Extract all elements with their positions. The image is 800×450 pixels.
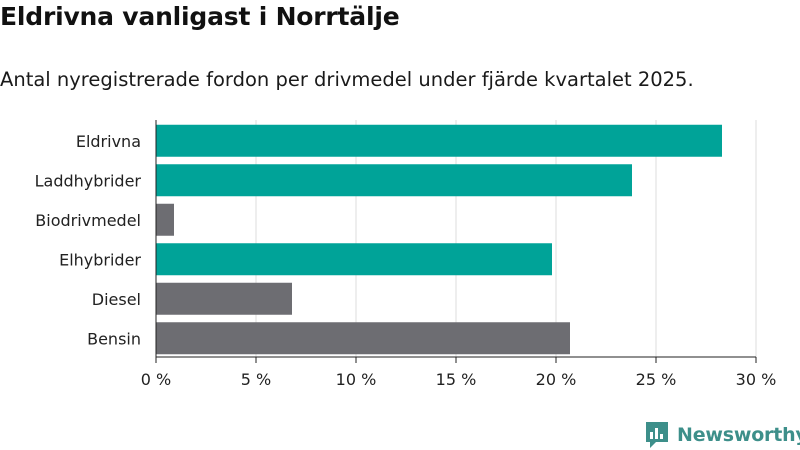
newsworthy-logo: Newsworthy — [644, 420, 800, 450]
bar — [156, 243, 552, 276]
x-tick-label: 15 % — [436, 370, 477, 389]
category-label: Elhybrider — [59, 250, 141, 269]
bar — [156, 164, 632, 197]
bar — [156, 203, 174, 236]
bar — [156, 124, 722, 157]
x-tick-label: 30 % — [736, 370, 777, 389]
category-label: Laddhybrider — [35, 171, 142, 190]
newsworthy-logo-text: Newsworthy — [677, 424, 800, 446]
chart-subtitle: Antal nyregistrerade fordon per drivmede… — [0, 68, 694, 91]
x-tick-label: 10 % — [336, 370, 377, 389]
chart-title: Eldrivna vanligast i Norrtälje — [0, 2, 400, 31]
x-tick-label: 0 % — [141, 370, 171, 389]
x-tick-label: 20 % — [536, 370, 577, 389]
bar — [156, 282, 292, 315]
x-tick-label: 5 % — [241, 370, 271, 389]
category-label: Bensin — [87, 329, 141, 348]
x-tick-label: 25 % — [636, 370, 677, 389]
category-label: Eldrivna — [76, 132, 141, 151]
category-label: Diesel — [92, 290, 141, 309]
newsworthy-logo-icon — [646, 422, 668, 448]
category-label: Biodrivmedel — [35, 211, 141, 230]
bar — [156, 322, 570, 355]
